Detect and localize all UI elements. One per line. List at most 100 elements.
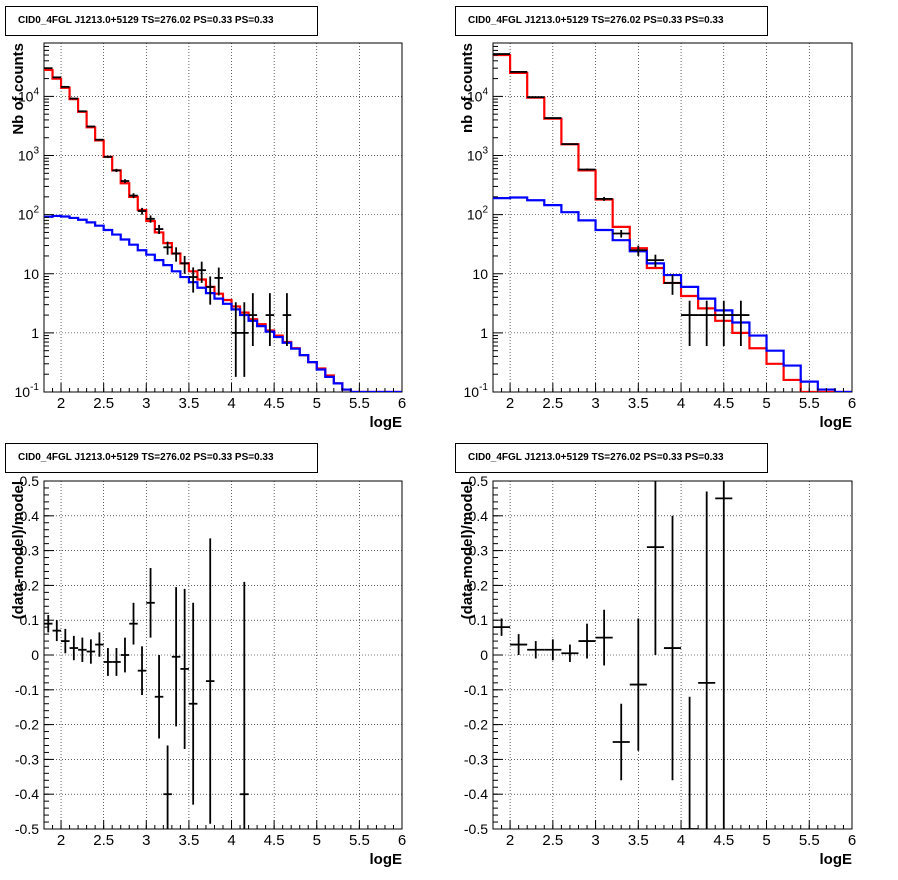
plot-frame [44,43,402,392]
data-point [613,230,630,238]
data-point [53,620,62,641]
data-point [206,276,215,304]
y-tick-label: 103 [467,146,489,164]
data-point [87,126,96,127]
chart-title: CID0_4FGL J1213.0+5129 TS=276.02 PS=0.33… [455,6,768,36]
y-tick-label: 102 [467,205,489,223]
x-tick-label: 3 [591,395,599,412]
data-layer [493,54,852,392]
data-point [578,168,595,170]
x-tick-label: 5 [313,832,321,849]
data-point [104,156,113,158]
chart-title-text: CID0_4FGL J1213.0+5129 TS=276.02 PS=0.33… [456,453,724,463]
y-axis-label: (data-model)/model [459,481,476,619]
data-point [561,143,578,144]
data-point [630,246,647,256]
x-tick-label: 3 [142,395,150,412]
data-point [266,293,275,346]
x-tick-label: 3 [591,832,599,849]
x-tick-label: 4.5 [713,395,734,412]
data-point [146,568,155,638]
x-tick-label: 3.5 [628,832,649,849]
data-point [647,481,664,655]
data-point [78,638,87,662]
chart-title-text: CID0_4FGL J1213.0+5129 TS=276.02 PS=0.33… [6,453,274,463]
y-tick-label: -0.1 [15,682,39,698]
data-point [681,301,698,346]
x-tick-label: 4 [227,832,235,849]
data-point [104,648,113,676]
data-point [647,255,664,267]
x-tick-label: 4 [677,395,685,412]
x-tick-label: 5 [762,395,770,412]
data-layer [493,481,732,829]
x-tick-label: 3.5 [178,395,199,412]
data-point [112,648,121,676]
data-point [129,603,138,645]
data-point [70,636,79,660]
data-layer [44,538,249,829]
data-point [698,491,715,829]
data-point [172,587,181,726]
grid [44,481,402,829]
data-point [87,639,96,663]
x-tick-label: 5.5 [799,395,820,412]
x-tick-label: 4.5 [264,395,285,412]
y-tick-label: -0.2 [464,717,488,733]
x-tick-label: 4.5 [264,832,285,849]
data-point [78,111,87,112]
x-tick-label: 3.5 [628,395,649,412]
y-tick-label: 0 [480,647,488,663]
grid [44,43,402,392]
y-tick-label: -0.5 [15,821,39,837]
x-axis-label: logE [820,851,853,868]
y-tick-label: 10 [23,266,39,282]
series-step-1 [44,70,402,392]
y-tick-label: 102 [18,205,40,223]
y-axis-label: (data-model)/model [10,481,27,619]
y-tick-label: 1 [480,325,488,341]
x-axis-label: logE [370,851,403,868]
data-point [715,301,732,346]
y-tick-label: -0.4 [464,786,488,802]
data-point [180,589,189,749]
data-point [214,268,223,296]
data-point [95,139,104,141]
x-tick-label: 4 [677,832,685,849]
x-tick-label: 5 [313,395,321,412]
data-point [613,704,630,781]
x-tick-label: 2 [506,832,514,849]
series-step-2 [44,216,402,392]
data-point [189,603,198,805]
y-tick-label: -0.4 [15,786,39,802]
y-tick-label: -0.5 [464,821,488,837]
x-tick-label: 6 [848,832,856,849]
x-tick-label: 6 [398,395,406,412]
data-point [61,629,70,653]
data-point [578,624,595,659]
grid [493,43,852,392]
data-point [155,655,164,739]
y-tick-label: 1 [31,325,39,341]
x-axis-label: logE [820,414,853,431]
data-point [61,87,70,88]
x-tick-label: 2.5 [542,395,563,412]
data-point [664,275,681,295]
x-tick-label: 6 [848,395,856,412]
data-point [53,77,62,78]
data-point [544,639,561,660]
data-point [206,538,215,823]
chart-title-text: CID0_4FGL J1213.0+5129 TS=276.02 PS=0.33… [456,16,724,26]
x-tick-label: 4.5 [713,832,734,849]
data-point [44,615,53,632]
data-point [510,634,527,655]
x-tick-label: 2 [57,395,65,412]
